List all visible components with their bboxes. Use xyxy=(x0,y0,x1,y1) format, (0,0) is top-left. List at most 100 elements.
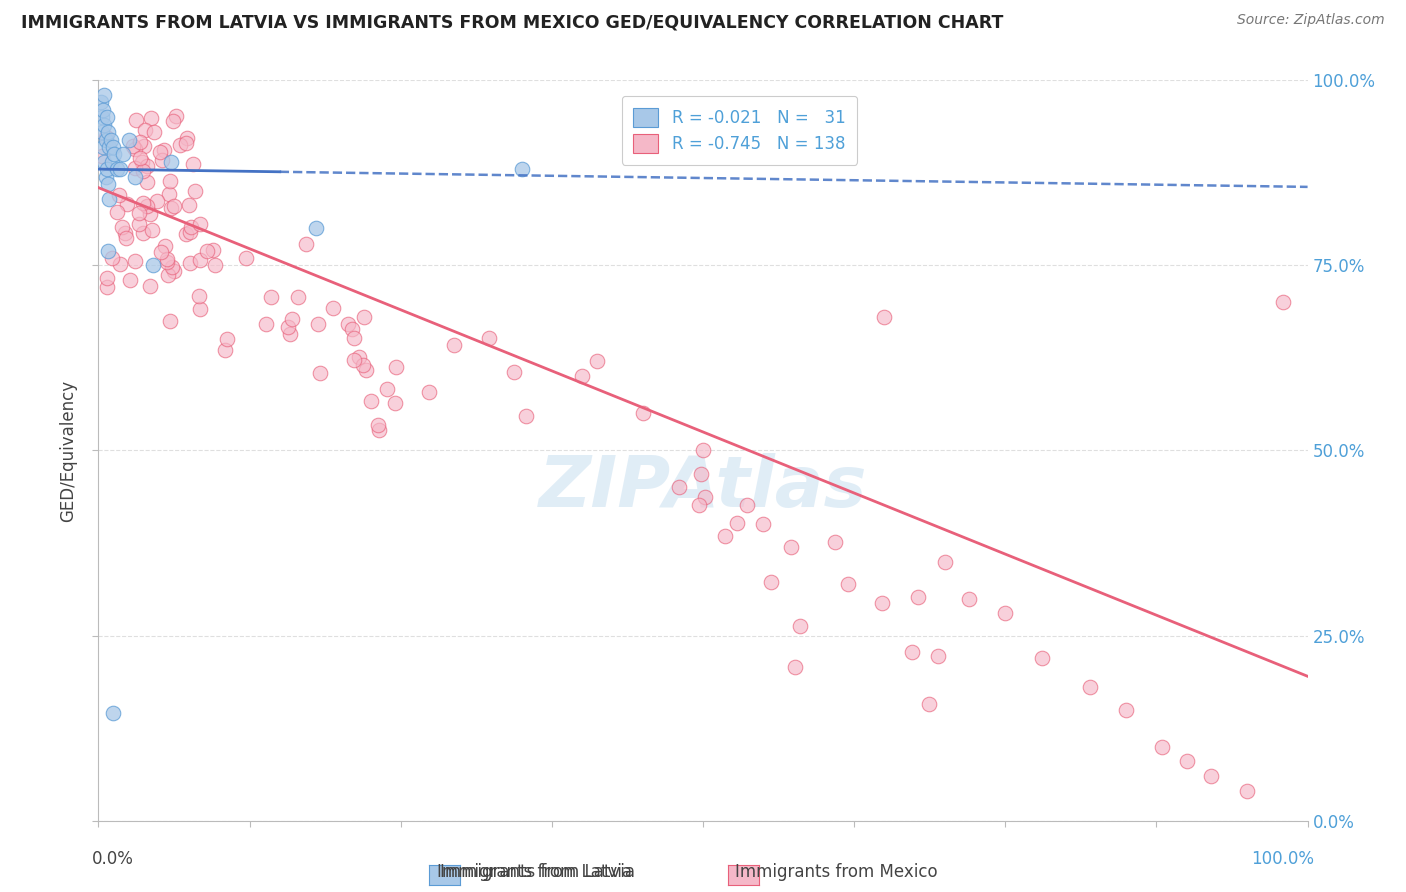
Point xyxy=(340,322,363,336)
Point xyxy=(759,574,782,589)
Text: Immigrants from Mexico: Immigrants from Mexico xyxy=(735,863,938,881)
Text: Immigrants from Latvia: Immigrants from Latvia xyxy=(440,863,634,881)
Point xyxy=(789,619,811,633)
Point xyxy=(668,480,690,494)
Point xyxy=(160,154,183,169)
Point xyxy=(96,280,118,294)
Legend: R = -0.021   N =   31, R = -0.745   N = 138: R = -0.021 N = 31, R = -0.745 N = 138 xyxy=(621,96,858,164)
Point xyxy=(1031,650,1053,665)
Point xyxy=(181,157,204,171)
Point xyxy=(418,384,440,399)
Point xyxy=(176,227,198,242)
Point xyxy=(124,161,146,175)
Point xyxy=(901,645,924,659)
Point xyxy=(235,251,257,265)
Point xyxy=(108,162,131,177)
Point xyxy=(91,125,114,139)
Text: 100.0%: 100.0% xyxy=(1250,850,1313,868)
Point xyxy=(128,217,150,231)
Point xyxy=(134,123,156,137)
Point xyxy=(105,204,128,219)
Point xyxy=(124,254,146,268)
Point xyxy=(870,596,893,610)
Point xyxy=(98,140,121,154)
Point xyxy=(124,142,146,156)
Point xyxy=(907,590,929,604)
Point xyxy=(1078,681,1101,695)
Point xyxy=(165,109,187,123)
Point xyxy=(343,331,366,345)
Point xyxy=(308,366,330,380)
Point xyxy=(93,88,115,103)
Text: Immigrants from Latvia: Immigrants from Latvia xyxy=(437,863,631,881)
Point xyxy=(725,516,748,530)
Point xyxy=(96,162,118,177)
Point xyxy=(1175,755,1198,769)
Point xyxy=(343,352,366,367)
Point xyxy=(91,111,114,125)
Point xyxy=(98,192,121,206)
Point xyxy=(91,140,114,154)
Point xyxy=(163,264,186,278)
Point xyxy=(90,95,112,110)
Point xyxy=(135,199,157,213)
Point xyxy=(631,407,654,421)
Point xyxy=(188,217,211,231)
Point xyxy=(353,310,375,324)
Point xyxy=(97,177,120,191)
Point xyxy=(927,648,949,663)
Point xyxy=(783,660,806,674)
Point xyxy=(278,326,301,341)
Point xyxy=(100,154,122,169)
Point xyxy=(138,279,160,293)
Point xyxy=(136,175,159,189)
Point xyxy=(184,184,207,198)
Point xyxy=(122,139,145,153)
Point xyxy=(305,221,328,235)
Point xyxy=(752,517,775,532)
Point xyxy=(337,318,360,332)
Point xyxy=(131,154,153,169)
Point xyxy=(132,163,155,178)
Point xyxy=(957,591,980,606)
Point xyxy=(143,125,166,139)
Text: ZIPAtlas: ZIPAtlas xyxy=(538,453,868,522)
Point xyxy=(96,271,118,285)
Point xyxy=(101,706,124,721)
Point xyxy=(159,314,181,328)
Point xyxy=(360,394,382,409)
Point xyxy=(159,174,181,188)
Point xyxy=(176,131,198,145)
Point xyxy=(138,207,160,221)
Point xyxy=(156,255,179,269)
Point xyxy=(1236,784,1258,798)
Point xyxy=(188,252,211,267)
Point xyxy=(124,169,146,184)
Point xyxy=(105,162,128,177)
Point xyxy=(515,409,537,424)
Point xyxy=(1272,295,1295,310)
Point xyxy=(146,194,169,209)
Point xyxy=(179,226,201,240)
Point xyxy=(132,226,155,240)
Point xyxy=(571,369,593,384)
Point xyxy=(873,310,896,325)
Point xyxy=(180,220,202,235)
Point xyxy=(586,354,609,368)
Point xyxy=(277,320,299,334)
Point xyxy=(287,289,309,303)
Point xyxy=(94,129,117,144)
Point xyxy=(837,576,859,591)
Point xyxy=(367,417,389,432)
Point xyxy=(128,206,150,220)
Point xyxy=(354,363,377,377)
Point xyxy=(260,290,283,304)
Point xyxy=(688,498,710,512)
Point xyxy=(307,318,329,332)
Point xyxy=(136,159,159,173)
Point xyxy=(132,196,155,211)
Point xyxy=(375,382,398,396)
Point xyxy=(115,231,138,245)
Point xyxy=(125,112,148,127)
Point xyxy=(108,187,131,202)
